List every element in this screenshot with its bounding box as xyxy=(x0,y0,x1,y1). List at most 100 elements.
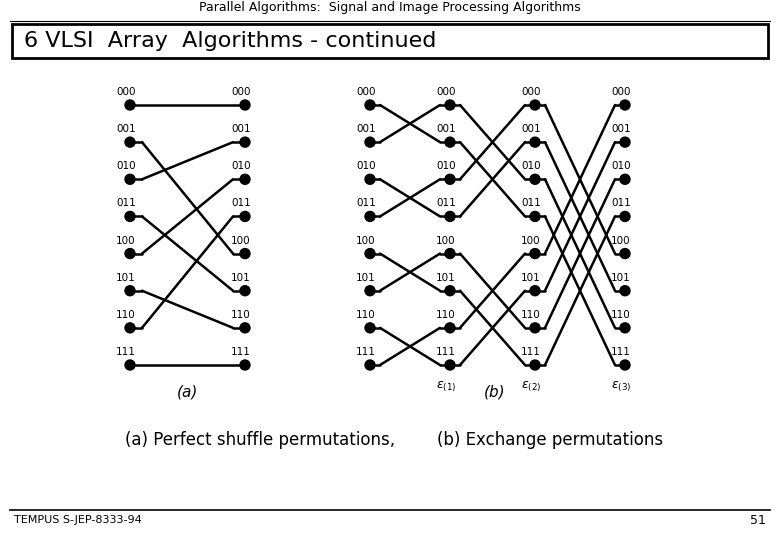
Circle shape xyxy=(365,248,375,259)
Circle shape xyxy=(530,248,540,259)
Text: 101: 101 xyxy=(436,273,456,283)
Circle shape xyxy=(125,100,135,110)
Text: 001: 001 xyxy=(436,124,456,134)
Text: 011: 011 xyxy=(611,198,631,208)
Text: 100: 100 xyxy=(116,235,136,246)
Circle shape xyxy=(365,360,375,370)
Text: 001: 001 xyxy=(612,124,631,134)
Text: 010: 010 xyxy=(231,161,251,171)
Circle shape xyxy=(240,174,250,184)
Circle shape xyxy=(620,212,630,221)
Text: TEMPUS S-JEP-8333-94: TEMPUS S-JEP-8333-94 xyxy=(14,515,142,525)
Text: 101: 101 xyxy=(116,273,136,283)
Text: 001: 001 xyxy=(521,124,541,134)
Text: 111: 111 xyxy=(436,347,456,357)
Circle shape xyxy=(530,137,540,147)
Circle shape xyxy=(620,100,630,110)
Text: 000: 000 xyxy=(612,87,631,97)
Circle shape xyxy=(365,323,375,333)
Circle shape xyxy=(445,212,455,221)
Text: 110: 110 xyxy=(521,310,541,320)
Text: 000: 000 xyxy=(521,87,541,97)
Circle shape xyxy=(445,323,455,333)
Text: 010: 010 xyxy=(612,161,631,171)
Circle shape xyxy=(365,212,375,221)
Circle shape xyxy=(445,137,455,147)
Text: 111: 111 xyxy=(231,347,251,357)
Circle shape xyxy=(445,174,455,184)
Circle shape xyxy=(125,137,135,147)
Circle shape xyxy=(620,286,630,296)
Text: 010: 010 xyxy=(356,161,376,171)
Circle shape xyxy=(125,212,135,221)
Circle shape xyxy=(445,360,455,370)
Circle shape xyxy=(240,360,250,370)
Text: 100: 100 xyxy=(612,235,631,246)
Text: 101: 101 xyxy=(611,273,631,283)
Circle shape xyxy=(445,100,455,110)
Circle shape xyxy=(620,137,630,147)
Text: $\varepsilon_{(1)}$: $\varepsilon_{(1)}$ xyxy=(436,380,456,394)
Text: 001: 001 xyxy=(116,124,136,134)
Text: 011: 011 xyxy=(356,198,376,208)
Text: (b): (b) xyxy=(484,384,505,400)
Circle shape xyxy=(530,323,540,333)
FancyBboxPatch shape xyxy=(12,24,768,58)
Circle shape xyxy=(125,323,135,333)
Text: 6 VLSI  Array  Algorithms - continued: 6 VLSI Array Algorithms - continued xyxy=(24,31,436,51)
Circle shape xyxy=(240,248,250,259)
Text: 101: 101 xyxy=(356,273,376,283)
Text: 100: 100 xyxy=(231,235,251,246)
Text: 111: 111 xyxy=(521,347,541,357)
Circle shape xyxy=(240,323,250,333)
Text: 010: 010 xyxy=(521,161,541,171)
Text: 001: 001 xyxy=(356,124,376,134)
Text: 010: 010 xyxy=(436,161,456,171)
Circle shape xyxy=(620,360,630,370)
Text: $\varepsilon_{(3)}$: $\varepsilon_{(3)}$ xyxy=(611,380,631,394)
Circle shape xyxy=(620,248,630,259)
Circle shape xyxy=(365,137,375,147)
Text: 011: 011 xyxy=(436,198,456,208)
Text: 001: 001 xyxy=(231,124,251,134)
Text: 110: 110 xyxy=(356,310,376,320)
Circle shape xyxy=(240,137,250,147)
Text: 110: 110 xyxy=(436,310,456,320)
Circle shape xyxy=(125,174,135,184)
Text: 100: 100 xyxy=(356,235,376,246)
Text: (a) Perfect shuffle permutations,: (a) Perfect shuffle permutations, xyxy=(125,431,395,449)
Text: 100: 100 xyxy=(436,235,456,246)
Circle shape xyxy=(240,100,250,110)
Circle shape xyxy=(620,323,630,333)
Text: 011: 011 xyxy=(521,198,541,208)
Circle shape xyxy=(530,286,540,296)
Text: 111: 111 xyxy=(116,347,136,357)
Circle shape xyxy=(530,100,540,110)
Circle shape xyxy=(240,212,250,221)
Circle shape xyxy=(240,286,250,296)
Text: 111: 111 xyxy=(356,347,376,357)
Text: 110: 110 xyxy=(231,310,251,320)
Text: 110: 110 xyxy=(611,310,631,320)
Text: 010: 010 xyxy=(116,161,136,171)
Text: 100: 100 xyxy=(521,235,541,246)
Circle shape xyxy=(125,286,135,296)
Text: Parallel Algorithms:  Signal and Image Processing Algorithms: Parallel Algorithms: Signal and Image Pr… xyxy=(199,1,581,14)
Text: (a): (a) xyxy=(177,384,198,400)
Text: $\varepsilon_{(2)}$: $\varepsilon_{(2)}$ xyxy=(521,380,541,394)
Text: 110: 110 xyxy=(116,310,136,320)
Circle shape xyxy=(365,286,375,296)
Text: 101: 101 xyxy=(231,273,251,283)
Text: (b) Exchange permutations: (b) Exchange permutations xyxy=(437,431,663,449)
Circle shape xyxy=(125,360,135,370)
Text: 000: 000 xyxy=(436,87,456,97)
Text: 011: 011 xyxy=(116,198,136,208)
Text: 51: 51 xyxy=(750,514,766,526)
Circle shape xyxy=(620,174,630,184)
Circle shape xyxy=(530,360,540,370)
Circle shape xyxy=(445,286,455,296)
Text: 101: 101 xyxy=(521,273,541,283)
Text: 111: 111 xyxy=(611,347,631,357)
Text: 000: 000 xyxy=(356,87,376,97)
Circle shape xyxy=(365,100,375,110)
